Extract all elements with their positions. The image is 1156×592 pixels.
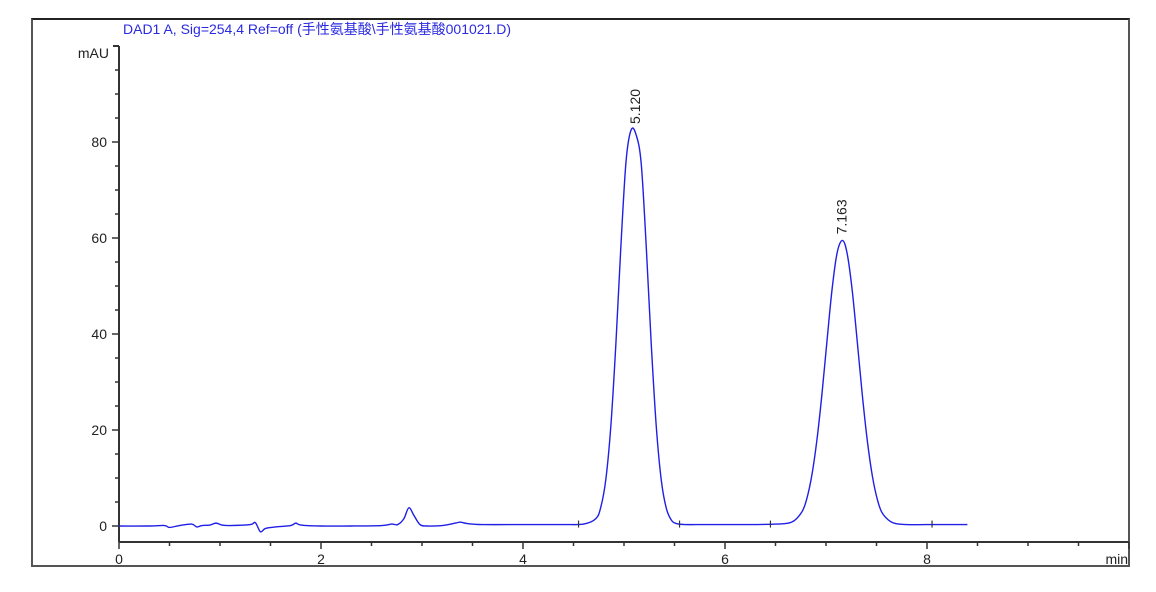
chart-title: DAD1 A, Sig=254,4 Ref=off (手性氨基酸\手性氨基酸00…: [123, 21, 512, 37]
y-tick-label: 40: [91, 326, 107, 342]
x-tick-label: 2: [317, 551, 325, 567]
x-tick-label: 6: [721, 551, 729, 567]
peak-label: 5.120: [627, 89, 643, 124]
y-axis-label: mAU: [78, 45, 109, 61]
signal-trace: [118, 127, 968, 533]
x-tick-label: 8: [923, 551, 931, 567]
y-tick-label: 60: [91, 230, 107, 246]
x-tick-label: 4: [519, 551, 527, 567]
y-tick-label: 0: [99, 518, 107, 534]
y-tick-label: 80: [91, 134, 107, 150]
x-tick-label: 0: [115, 551, 123, 567]
peak-label: 7.163: [833, 199, 849, 234]
y-tick-label: 20: [91, 422, 107, 438]
x-axis-label: min: [1105, 551, 1128, 567]
chart-frame: [31, 18, 1130, 567]
